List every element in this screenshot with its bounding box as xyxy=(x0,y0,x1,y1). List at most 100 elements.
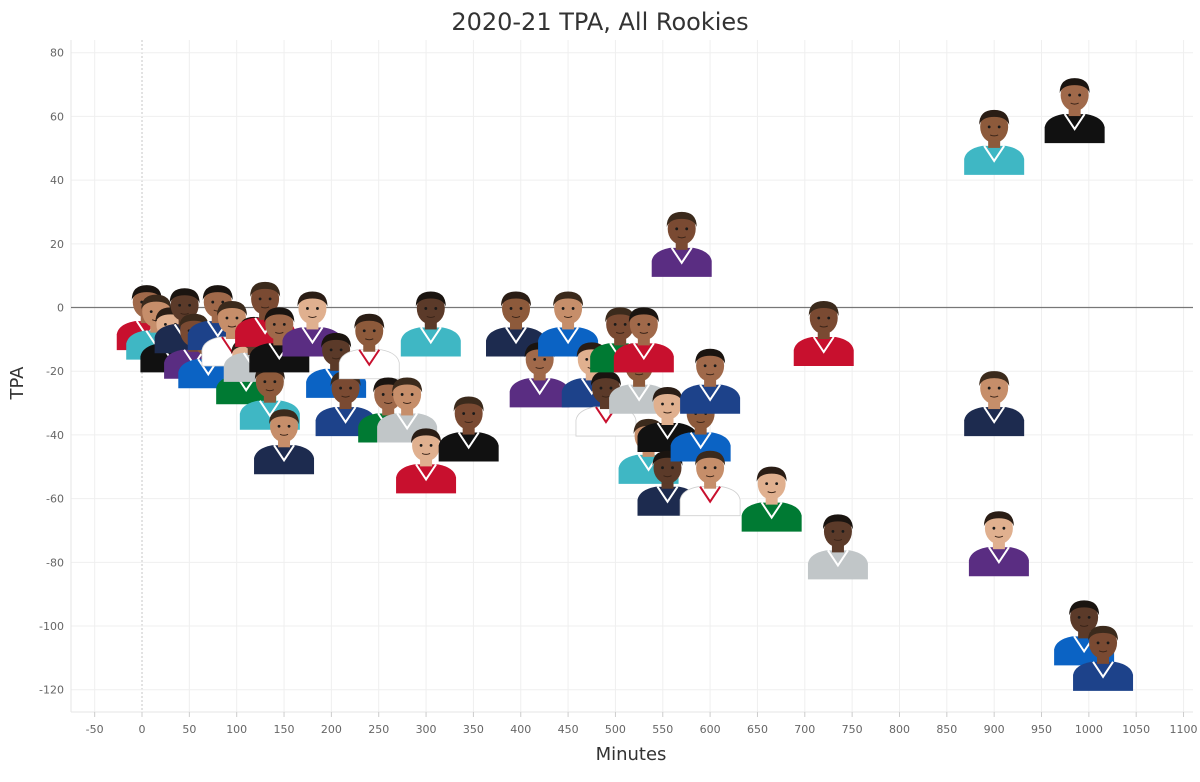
mouth-shape xyxy=(1079,624,1089,627)
eye-shape xyxy=(703,466,707,470)
hair-shape xyxy=(264,307,295,323)
eye-shape xyxy=(987,386,991,390)
jersey-neckline xyxy=(1063,113,1086,131)
mouth-shape xyxy=(275,331,284,334)
mouth-shape xyxy=(464,421,473,424)
eye-shape xyxy=(339,386,342,390)
eye-shape xyxy=(306,307,309,310)
eye-shape xyxy=(1077,615,1081,619)
eye-shape xyxy=(462,412,466,415)
eye-shape xyxy=(434,307,438,310)
eye-shape xyxy=(1096,641,1100,645)
eye-shape xyxy=(671,466,674,470)
face-shape xyxy=(502,292,531,325)
eye-shape xyxy=(765,482,769,486)
face-shape xyxy=(980,110,1009,143)
face-shape xyxy=(1070,601,1099,634)
hair-shape xyxy=(756,466,787,482)
x-tick-label: 50 xyxy=(182,723,196,736)
hair-shape xyxy=(415,291,446,307)
player-headshot-marker xyxy=(964,109,1025,175)
eye-shape xyxy=(571,307,575,310)
eye-shape xyxy=(997,386,1001,390)
x-tick-label: 650 xyxy=(747,723,768,736)
mouth-shape xyxy=(634,373,644,376)
eye-shape xyxy=(685,227,689,231)
data-points xyxy=(116,78,1134,691)
hair-shape xyxy=(373,377,404,393)
x-tick-label: 1100 xyxy=(1170,723,1198,736)
mouth-shape xyxy=(426,315,436,318)
x-tick-label: 700 xyxy=(794,723,815,736)
eye-shape xyxy=(178,303,182,307)
mouth-shape xyxy=(677,236,686,239)
eye-shape xyxy=(211,300,215,304)
hair-shape xyxy=(269,409,300,425)
eye-shape xyxy=(372,329,376,333)
hair-shape xyxy=(453,396,484,412)
jersey-neckline xyxy=(301,326,324,345)
mouth-shape xyxy=(563,315,573,318)
jersey-neckline xyxy=(689,431,712,450)
hair-shape xyxy=(179,313,210,329)
eye-shape xyxy=(703,364,707,368)
hair-shape xyxy=(321,332,352,348)
jersey-neckline xyxy=(633,342,655,361)
jersey-neckline xyxy=(827,549,849,568)
y-tick-label: -80 xyxy=(46,556,64,569)
mouth-shape xyxy=(705,475,715,478)
eye-shape xyxy=(339,348,343,352)
face-shape xyxy=(255,365,284,398)
face-shape xyxy=(696,451,725,484)
player-headshot-marker xyxy=(438,396,499,462)
chart-title: 2020-21 TPA, All Rookies xyxy=(451,8,749,36)
mouth-shape xyxy=(402,401,412,404)
x-axis-ticks: -50 0 50 100 150 200 250 300 350 400 450 500 550 600 6… xyxy=(86,712,1198,736)
mouth-shape xyxy=(365,338,374,341)
y-tick-label: 80 xyxy=(50,47,64,60)
hair-shape xyxy=(983,511,1014,527)
hair-shape xyxy=(250,281,281,297)
player-headshot-marker xyxy=(538,291,599,357)
jersey-neckline xyxy=(760,502,783,520)
jersey-neckline xyxy=(699,384,721,402)
hair-shape xyxy=(141,294,172,310)
face-shape xyxy=(984,512,1013,545)
face-shape xyxy=(355,314,384,347)
mouth-shape xyxy=(279,433,289,436)
player-headshot-marker xyxy=(396,428,457,494)
mouth-shape xyxy=(663,411,672,414)
player-headshot-marker xyxy=(254,409,315,475)
hair-shape xyxy=(605,307,636,323)
eye-shape xyxy=(775,482,779,486)
y-tick-label: 60 xyxy=(50,110,64,123)
player-headshot-marker xyxy=(613,307,674,373)
face-shape xyxy=(696,349,725,382)
mouth-shape xyxy=(615,331,625,334)
eye-shape xyxy=(349,386,352,390)
hair-shape xyxy=(1069,600,1100,616)
jersey-neckline xyxy=(457,431,480,450)
mouth-shape xyxy=(989,395,999,398)
eye-shape xyxy=(599,386,603,390)
face-shape xyxy=(416,292,445,325)
eye-shape xyxy=(329,348,333,352)
hair-shape xyxy=(169,288,200,304)
x-tick-label: 300 xyxy=(416,723,437,736)
x-tick-label: 0 xyxy=(139,723,146,736)
jersey-neckline xyxy=(505,326,527,345)
x-tick-label: 850 xyxy=(936,723,957,736)
eye-shape xyxy=(997,125,1001,129)
mouth-shape xyxy=(989,134,999,137)
player-headshot-marker xyxy=(637,386,698,452)
player-headshot-marker xyxy=(968,511,1029,577)
face-shape xyxy=(170,289,199,322)
x-tick-label: 400 xyxy=(510,723,531,736)
eye-shape xyxy=(647,322,651,326)
eye-shape xyxy=(287,424,291,428)
hair-shape xyxy=(553,291,584,307)
eye-shape xyxy=(609,386,613,390)
x-tick-label: 900 xyxy=(984,723,1005,736)
eye-shape xyxy=(410,393,414,396)
eye-shape xyxy=(713,364,717,368)
